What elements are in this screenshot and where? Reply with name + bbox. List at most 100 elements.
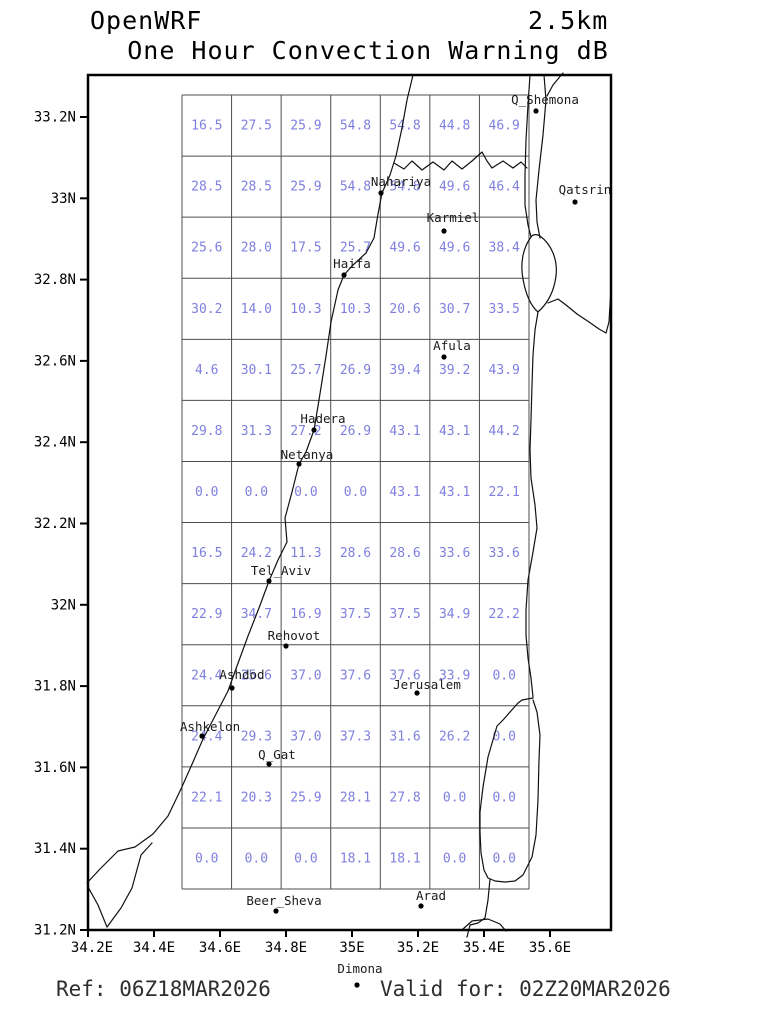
grid-value: 43.1	[389, 424, 420, 439]
city-dot-netanya	[296, 461, 302, 467]
grid-value: 28.1	[340, 790, 371, 805]
grid-value: 25.9	[290, 180, 321, 195]
grid-value: 37.3	[340, 729, 371, 744]
city-label-arad: Arad	[416, 888, 446, 903]
grid-value: 0.0	[294, 852, 317, 867]
lat-tick-label: 31.2N	[34, 923, 76, 939]
data-grid-lines	[181, 94, 530, 890]
grid-value: 38.4	[489, 241, 520, 256]
grid-value: 37.5	[340, 607, 371, 622]
city-dot-karmiel	[441, 228, 447, 234]
plot-frame	[86, 73, 613, 932]
grid-value: 44.8	[439, 119, 470, 134]
map-path-jordan-river	[525, 311, 539, 698]
lat-tick-label: 31.8N	[34, 679, 76, 695]
lat-tick-label: 31.6N	[34, 760, 76, 776]
grid-value: 16.9	[290, 607, 321, 622]
grid-value: 10.3	[340, 302, 371, 317]
map-path-gaza-border	[106, 842, 153, 928]
city-label-haifa: Haifa	[333, 256, 371, 271]
grid-value: 25.6	[241, 668, 272, 683]
grid-value: 25.7	[290, 363, 321, 378]
grid-value: 18.1	[389, 852, 420, 867]
grid-value: 25.6	[191, 241, 222, 256]
latitude-ticks: 33.2N 33N 32.8N 32.6N 32.4N 32.2N 32N 31.8N 31.6…	[34, 110, 88, 939]
grid-value: 28.5	[191, 180, 222, 195]
city-dot-ashdod	[229, 685, 235, 691]
grid-value: 39.4	[389, 363, 420, 378]
lat-tick-label: 33N	[51, 191, 76, 207]
grid-value: 22.1	[489, 485, 520, 500]
grid-value: 54.8	[389, 119, 420, 134]
city-dot-q_shemona	[533, 108, 539, 114]
map-path-south-border-wiggle	[462, 918, 507, 932]
city-dot-qatsrin	[572, 199, 578, 205]
lon-tick-label: 34.8E	[265, 940, 307, 956]
grid-value: 4.6	[195, 363, 218, 378]
grid-value: 0.0	[245, 852, 268, 867]
city-label-rehovot: Rehovot	[268, 628, 321, 643]
city-dot-jerusalem	[414, 690, 420, 696]
lat-tick-label: 31.4N	[34, 841, 76, 857]
map-outline	[86, 72, 612, 938]
grid-value: 18.1	[340, 852, 371, 867]
valid-time: Valid for: 02Z20MAR2026	[380, 977, 671, 1001]
grid-value: 33.6	[489, 546, 520, 561]
longitude-ticks: 34.2E 34.4E 34.6E 34.8E 35E 35.2E 35.4E 35.6E	[71, 930, 571, 956]
map-path-dead-sea	[479, 697, 541, 883]
map-path-coastline	[86, 74, 414, 884]
grid-value: 0.0	[492, 729, 515, 744]
city-dot-dimona	[354, 982, 360, 988]
city-label-qatsrin: Qatsrin	[559, 182, 612, 197]
grid-value: 0.0	[492, 668, 515, 683]
grid-value: 22.9	[191, 607, 222, 622]
lon-tick-label: 35.6E	[529, 940, 571, 956]
reference-time: Ref: 06Z18MAR2026	[56, 977, 271, 1001]
grid-value: 0.0	[492, 852, 515, 867]
grid-value: 0.0	[294, 485, 317, 500]
grid-value: 25.9	[290, 790, 321, 805]
grid-value: 30.1	[241, 363, 272, 378]
grid-value: 26.9	[340, 363, 371, 378]
grid-value: 37.6	[389, 668, 420, 683]
grid-value: 30.2	[191, 302, 222, 317]
grid-value: 33.5	[489, 302, 520, 317]
grid-value: 49.6	[439, 241, 470, 256]
city-dot-arad	[418, 903, 424, 909]
city-dot-nahariya	[378, 190, 384, 196]
map-path-golan-corner	[546, 72, 564, 97]
lat-tick-label: 32.4N	[34, 435, 76, 451]
axis-frame	[86, 73, 613, 932]
city-label-ashdod: Ashdod	[219, 667, 264, 682]
city-label-jerusalem: Jerusalem	[393, 677, 461, 692]
grid-value: 39.2	[439, 363, 470, 378]
city-dot-beer_sheva	[273, 908, 279, 914]
grid-value: 43.1	[389, 485, 420, 500]
grid-value: 49.6	[439, 180, 470, 195]
grid-value: 43.9	[489, 363, 520, 378]
grid-value: 54.8	[389, 180, 420, 195]
grid-value: 0.0	[245, 485, 268, 500]
grid-value: 0.0	[195, 485, 218, 500]
city-label-afula: Afula	[433, 338, 471, 353]
lon-tick-label: 34.4E	[133, 940, 175, 956]
grid-values: 16.5 27.5 25.9 54.8 54.8 44.8 46.9 28.5 28.5 25.9…	[191, 119, 520, 867]
city-label-hadera: Hadera	[300, 411, 345, 426]
grid-value: 25.7	[340, 241, 371, 256]
grid-value: 54.8	[340, 119, 371, 134]
grid-value: 26.9	[340, 424, 371, 439]
map-path-egypt-border	[87, 886, 108, 928]
grid-value: 24.4	[191, 668, 222, 683]
grid-value: 22.1	[191, 790, 222, 805]
grid-value: 28.6	[389, 546, 420, 561]
lon-tick-label: 35E	[339, 940, 364, 956]
grid-value: 28.6	[340, 546, 371, 561]
map-path-yarmouk-border	[547, 289, 612, 334]
lon-tick-label: 35.4E	[463, 940, 505, 956]
grid-value: 43.1	[439, 485, 470, 500]
grid-value: 22.2	[489, 607, 520, 622]
city-label-nahariya: Nahariya	[371, 174, 431, 189]
city-dot-rehovot	[283, 643, 289, 649]
grid-value: 0.0	[344, 485, 367, 500]
